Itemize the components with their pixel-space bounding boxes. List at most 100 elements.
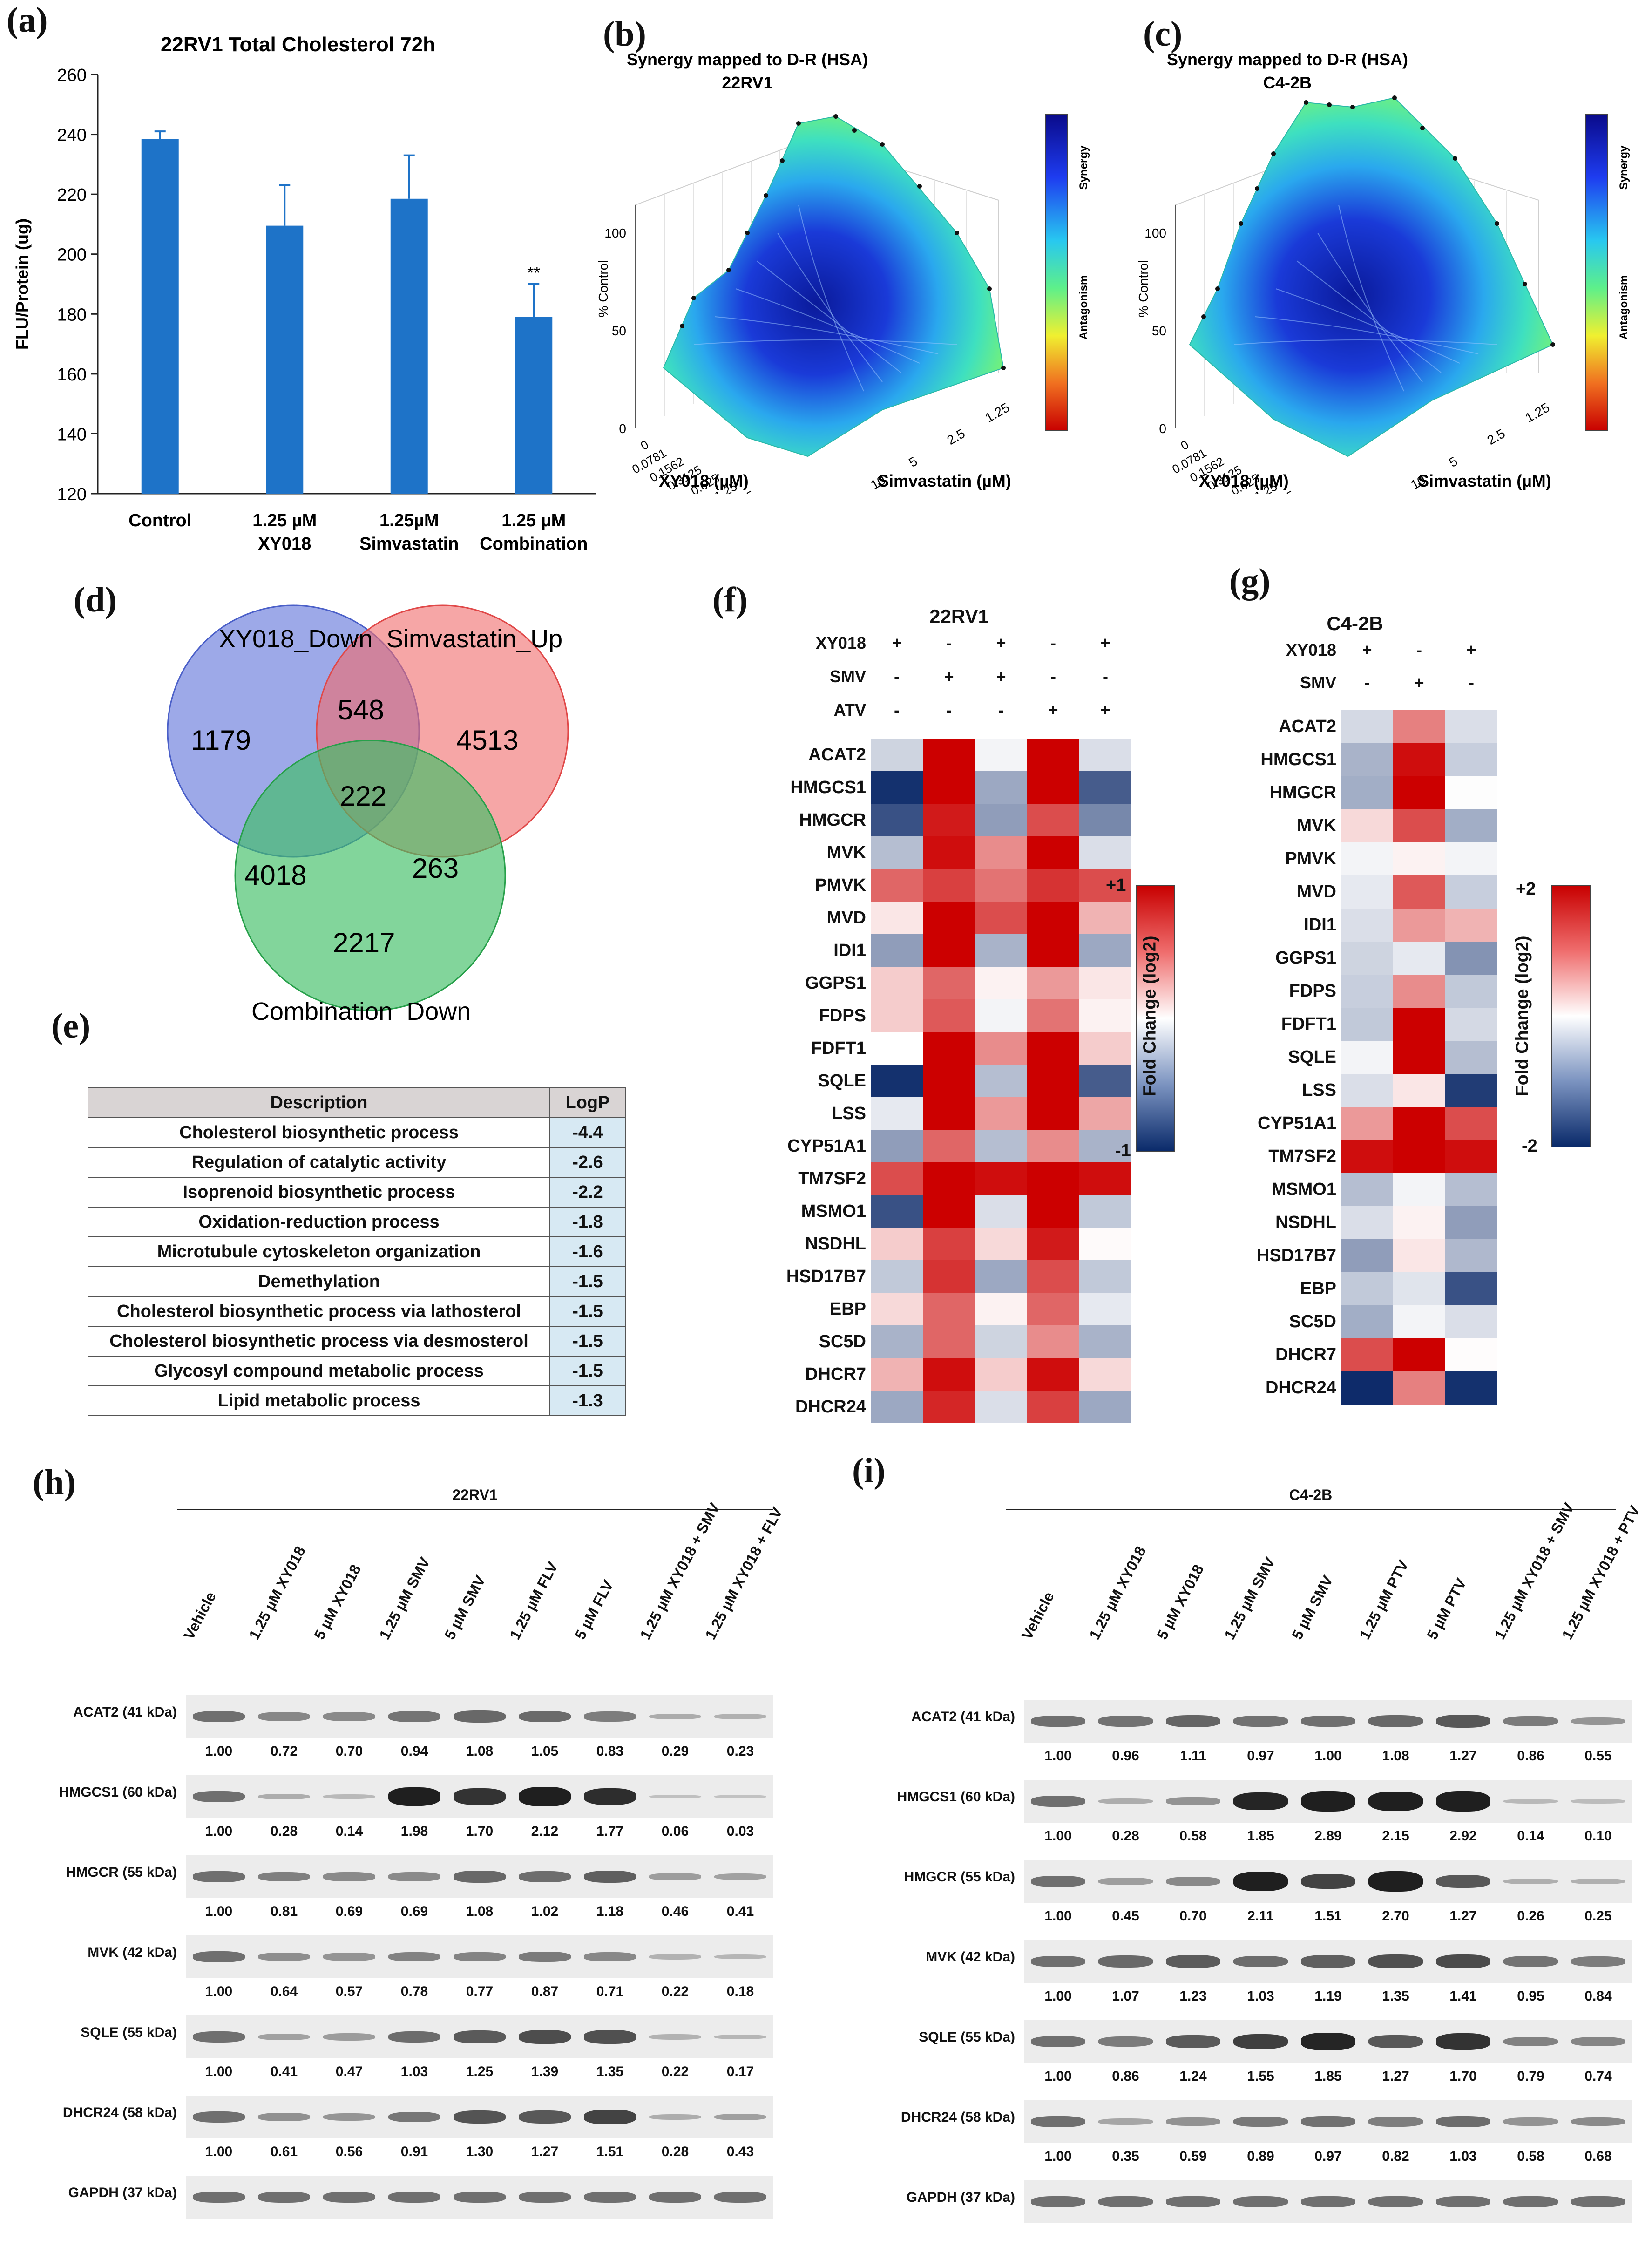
blot-band [388,1787,440,1806]
band-quantification: 0.64 [270,1984,298,1999]
z-tick-label: 50 [1152,324,1166,338]
blot-strip [1024,2180,1632,2223]
heatmap-cell [1027,902,1079,934]
heatmap-cell [1341,1272,1393,1305]
heatmap-cell [1341,942,1393,975]
treatment-sign: + [1414,673,1424,692]
heatmap-cell [1027,1325,1079,1358]
band-quantification: 1.00 [1044,1828,1072,1844]
blot-band [193,1791,245,1802]
heatmap-cell [975,1032,1027,1065]
heatmap-cell [1027,836,1079,869]
protein-label: DHCR24 (58 kDa) [62,2105,177,2120]
gene-label: FDPS [819,1006,866,1025]
blot-band [258,1712,310,1721]
gene-label: CYP51A1 [1258,1113,1336,1133]
heatmap-cell [1393,1272,1445,1305]
blot-band [1301,2196,1355,2207]
blot-band [1368,1871,1423,1892]
y-tick-label: 1.25 [983,400,1012,425]
band-quantification: 0.97 [1314,2149,1342,2164]
treatment-sign: + [1466,640,1476,659]
blot-band [1031,1876,1085,1887]
heatmap-cell [871,1065,923,1097]
band-quantification: 0.89 [1247,2149,1274,2164]
y-tick-label: 240 [57,126,87,145]
go-term-description: Cholesterol biosynthetic process [88,1117,550,1148]
protein-label: SQLE (55 kDa) [81,2025,177,2040]
blot-band [1098,1878,1153,1885]
gene-label: SC5D [819,1332,866,1351]
heatmap-cell [1445,975,1497,1008]
category-label: XY018 [258,534,311,554]
band-quantification: 0.22 [661,2064,689,2079]
band-quantification: 1.27 [1449,1908,1477,1924]
surface-data-point [796,121,801,126]
blot-strip [1024,1860,1632,1903]
go-term-logp: -1.5 [549,1356,626,1386]
heatmap-cell [871,739,923,771]
blot-band [454,2110,506,2124]
y-axis-label: Simvastatin (µM) [878,471,1011,490]
blot-band [323,2033,375,2041]
go-term-description: Lipid metabolic process [88,1385,550,1416]
band-quantification: 0.45 [1112,1908,1139,1924]
lane-label: 1.25 µM XY018 + SMV [1491,1500,1578,1642]
band-quantification: 0.79 [1517,2069,1544,2084]
go-term-description: Regulation of catalytic activity [88,1147,550,1178]
blot-band [714,2034,766,2040]
heatmap-cell [923,1097,975,1130]
heatmap-cell [1079,1358,1131,1391]
heatmap-cell [923,999,975,1032]
blot-band [1031,1796,1085,1807]
go-term-description: Microtubule cytoskeleton organization [88,1236,550,1267]
heatmap-cell [1393,1041,1445,1074]
blot-band [323,1872,375,1881]
x-tick-label: 0 [638,437,651,453]
heatmap-cell [1341,1371,1393,1405]
surface-data-point [726,268,731,272]
gene-label: DHCR24 [1265,1378,1336,1398]
z-tick-label: 50 [612,324,626,338]
band-quantification: 0.57 [335,1984,363,1999]
heatmap-cell [1079,1228,1131,1260]
synergy-surface [1189,97,1554,457]
heatmap-cell [1027,934,1079,967]
treatment-sign: - [946,633,952,652]
z-tick-label: 100 [1144,226,1166,240]
blot-band [388,2111,440,2123]
heatmap-cell [1445,809,1497,842]
gene-label: MSMO1 [1271,1180,1336,1199]
heatmap-c42b: XY018 + - + SMV - + - ACAT2 HMGCS1 HMGCR MVK PMVK MVD… [1229,640,1509,1413]
x-tick-label: 0 [1178,437,1191,453]
gene-label: LSS [832,1104,866,1123]
treatment-sign: - [894,700,900,719]
heatmap-g-scale-min: -2 [1522,1136,1537,1156]
blot-band [1098,1798,1153,1805]
z-axis-label: % Control [1136,260,1151,318]
band-quantification: 1.00 [1314,1748,1342,1764]
blot-band [1571,2196,1625,2207]
heatmap-cell [975,1195,1027,1228]
heatmap-cell [1393,1140,1445,1173]
surface-mesh-line [714,316,939,354]
gene-label: DHCR24 [795,1397,866,1417]
blot-band [1571,1956,1625,1967]
treatment-sign: + [1100,700,1110,719]
surface-data-point [764,193,768,198]
colorbar-bottom-label: Antagonism [1077,275,1090,340]
heatmap-cell [871,1358,923,1391]
heatmap-cell [923,739,975,771]
heatmap-cell [923,1195,975,1228]
blot-band [519,1787,571,1806]
band-quantification: 0.87 [531,1984,559,1999]
heatmap-cell [1341,1338,1393,1371]
venn-region-xy-sim: 548 [338,694,384,726]
surface-mesh-line [756,260,901,373]
surface-data-point [955,231,959,235]
protein-label: SQLE (55 kDa) [919,2029,1015,2045]
heatmap-cell [923,1032,975,1065]
go-term-logp: -1.8 [549,1207,626,1237]
blot-band [649,1794,701,1799]
band-quantification: 2.15 [1382,1828,1409,1844]
